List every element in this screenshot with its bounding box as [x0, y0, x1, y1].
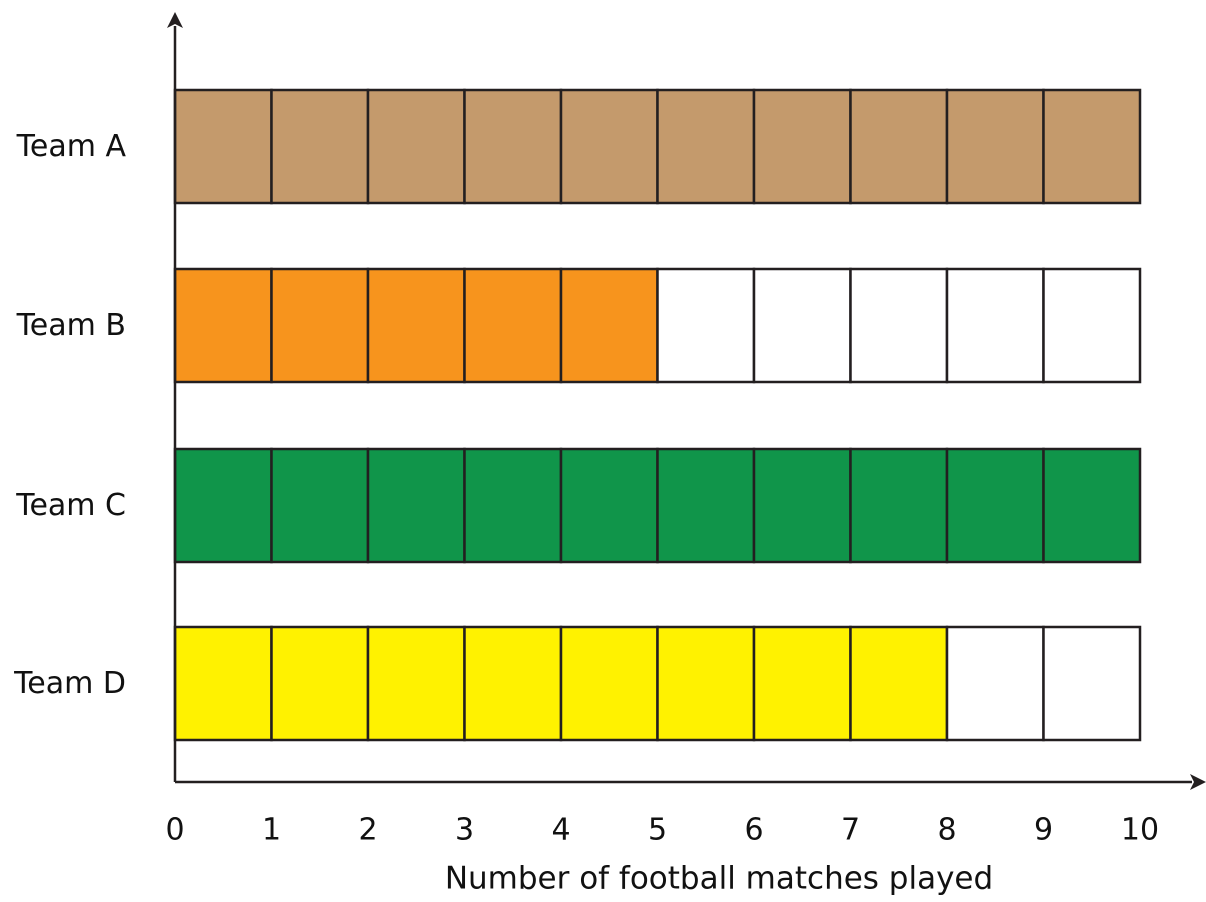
x-tick-label-7: 7 [841, 813, 860, 848]
x-tick-label-6: 6 [744, 813, 763, 848]
category-label-team-a: Team A [16, 129, 127, 164]
filled-cell-team-d-5 [559, 625, 659, 742]
filled-cell-team-d-6 [656, 625, 756, 742]
x-tick-label-5: 5 [648, 813, 667, 848]
bar-team-d [173, 625, 1142, 742]
filled-cell-team-a-8 [849, 88, 949, 205]
empty-cell-team-b-8 [849, 267, 949, 384]
x-axis-title: Number of football matches played [445, 860, 993, 896]
filled-cell-team-c-1 [173, 447, 273, 564]
filled-cell-team-d-8 [849, 625, 949, 742]
axes-group [167, 12, 1206, 790]
filled-cell-team-a-5 [559, 88, 659, 205]
filled-cell-team-a-1 [173, 88, 273, 205]
category-label-team-d: Team D [13, 666, 126, 701]
filled-cell-team-a-6 [656, 88, 756, 205]
category-label-team-b: Team B [16, 308, 126, 343]
empty-cell-team-b-10 [1042, 267, 1142, 384]
filled-cell-team-c-4 [463, 447, 563, 564]
filled-cell-team-b-2 [270, 267, 370, 384]
filled-cell-team-a-7 [752, 88, 852, 205]
x-tick-label-8: 8 [937, 813, 956, 848]
filled-cell-team-c-8 [849, 447, 949, 564]
filled-cell-team-c-7 [752, 447, 852, 564]
filled-cell-team-b-1 [173, 267, 273, 384]
empty-cell-team-b-9 [945, 267, 1045, 384]
x-tick-labels: 0 1 2 3 4 5 6 7 8 9 10 [165, 813, 1159, 848]
x-tick-label-4: 4 [551, 813, 570, 848]
x-tick-label-9: 9 [1034, 813, 1053, 848]
x-tick-label-10: 10 [1121, 813, 1159, 848]
filled-cell-team-d-2 [270, 625, 370, 742]
filled-cell-team-c-2 [270, 447, 370, 564]
filled-cell-team-c-9 [945, 447, 1045, 564]
category-label-team-c: Team C [15, 488, 126, 523]
filled-cell-team-d-1 [173, 625, 273, 742]
empty-cell-team-d-10 [1042, 625, 1142, 742]
filled-cell-team-b-5 [559, 267, 659, 384]
empty-cell-team-d-9 [945, 625, 1045, 742]
bar-team-b [173, 267, 1142, 384]
x-tick-label-3: 3 [455, 813, 474, 848]
filled-cell-team-c-3 [366, 447, 466, 564]
filled-cell-team-a-2 [270, 88, 370, 205]
filled-cell-team-d-7 [752, 625, 852, 742]
filled-cell-team-c-6 [656, 447, 756, 564]
x-tick-label-0: 0 [165, 813, 184, 848]
filled-cell-team-b-3 [366, 267, 466, 384]
x-tick-label-2: 2 [358, 813, 377, 848]
empty-cell-team-b-6 [656, 267, 756, 384]
filled-cell-team-a-9 [945, 88, 1045, 205]
category-labels: Team A Team B Team C Team D [13, 129, 126, 701]
x-axis-arrow-icon [1190, 774, 1206, 790]
filled-cell-team-c-10 [1042, 447, 1142, 564]
bars-group [173, 88, 1142, 742]
x-tick-label-1: 1 [262, 813, 281, 848]
bar-team-a [173, 88, 1142, 205]
filled-cell-team-c-5 [559, 447, 659, 564]
filled-cell-team-a-4 [463, 88, 563, 205]
filled-cell-team-a-3 [366, 88, 466, 205]
bar-team-c [173, 447, 1142, 564]
empty-cell-team-b-7 [752, 267, 852, 384]
filled-cell-team-d-4 [463, 625, 563, 742]
filled-cell-team-a-10 [1042, 88, 1142, 205]
y-axis-arrow-icon [167, 12, 183, 28]
filled-cell-team-b-4 [463, 267, 563, 384]
filled-cell-team-d-3 [366, 625, 466, 742]
